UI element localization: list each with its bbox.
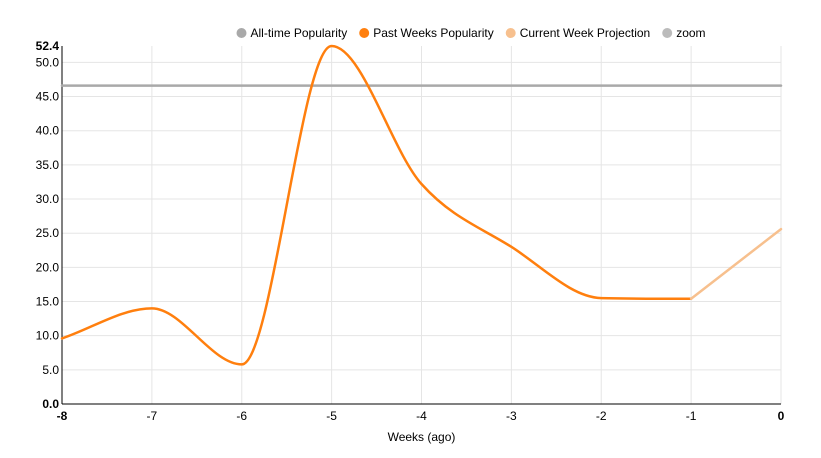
x-tick-label: -3 [506,409,517,423]
y-tick-label: 50.0 [36,55,60,69]
legend-dot-icon [236,28,247,38]
legend-label: Past Weeks Popularity [373,26,494,40]
legend-item-current-week-projection[interactable]: Current Week Projection [505,26,651,40]
axes: 0.0 5.0 10.0 15.0 20.0 25.0 30.0 35.0 40.0 45.0 50… [36,39,785,423]
legend-label: Current Week Projection [520,26,651,40]
y-tick-label: 5.0 [42,363,59,377]
legend-dot-icon [359,28,370,38]
y-tick-label: 52.4 [36,39,60,53]
y-tick-label: 25.0 [36,226,60,240]
legend[interactable]: All-time Popularity Past Weeks Popularity… [236,26,706,40]
x-tick-label: -4 [416,409,427,423]
y-tick-label: 20.0 [36,260,60,274]
legend-label: All-time Popularity [251,26,348,40]
x-axis-title: Weeks (ago) [388,430,456,444]
legend-dot-icon [662,28,673,38]
y-tick-label: 45.0 [36,90,60,104]
legend-item-zoom[interactable]: zoom [662,26,706,40]
x-tick-label: 0 [778,409,785,423]
y-tick-label: 15.0 [36,295,60,309]
grid [62,46,782,404]
y-tick-label: 10.0 [36,329,60,343]
x-tick-label: -7 [147,409,158,423]
legend-dot-icon [505,28,516,38]
y-tick-label: 35.0 [36,158,60,172]
legend-item-all-time-popularity[interactable]: All-time Popularity [236,26,348,40]
x-tick-label: -6 [236,409,247,423]
y-tick-label: 40.0 [36,124,60,138]
past-weeks-popularity-line[interactable] [60,44,693,366]
y-tick-label: 30.0 [36,192,60,206]
x-tick-label: -8 [57,409,68,423]
legend-item-past-weeks-popularity[interactable]: Past Weeks Popularity [359,26,494,40]
y-tick-label: 0.0 [42,397,59,411]
x-tick-label: -5 [326,409,337,423]
x-tick-label: -1 [686,409,697,423]
legend-label: zoom [676,26,705,40]
current-week-projection-line[interactable] [689,227,783,301]
x-tick-label: -2 [596,409,607,423]
series-lines [60,44,783,366]
